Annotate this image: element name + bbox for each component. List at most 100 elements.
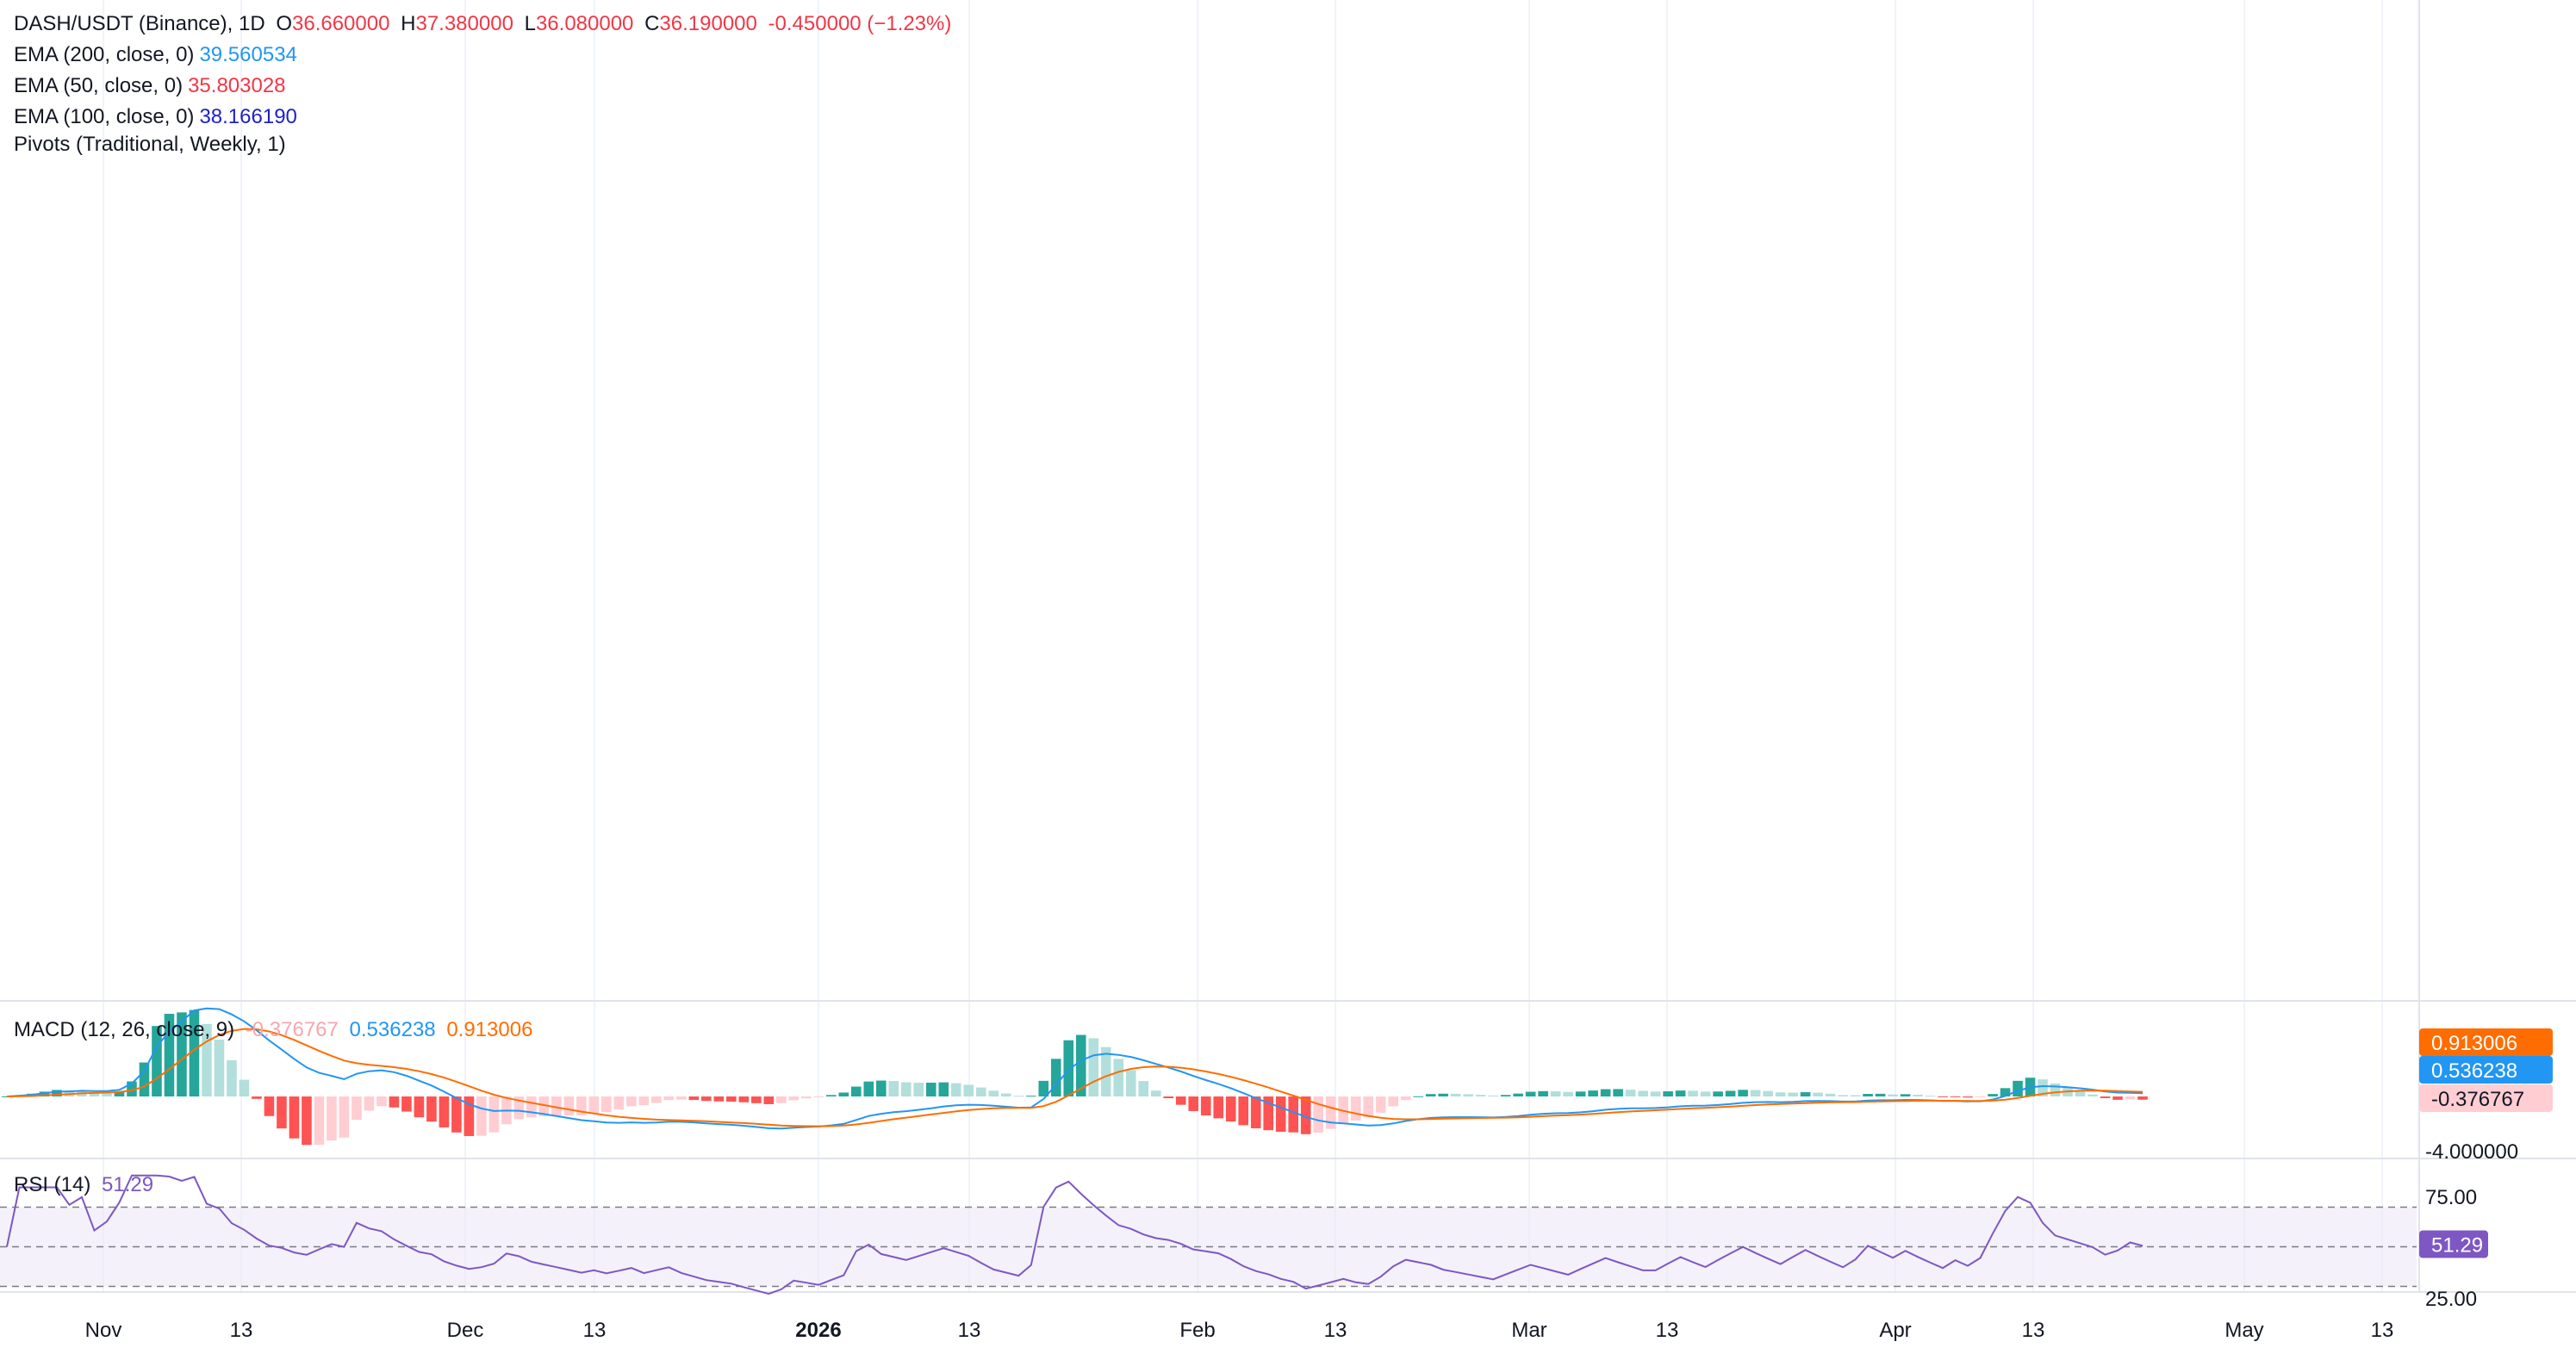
rsi-line (6, 1174, 2144, 1295)
low-label: L (524, 12, 536, 35)
macd-histogram-bar (1513, 1093, 1523, 1096)
macd-histogram-bar (252, 1096, 262, 1099)
macd-histogram-bar (1500, 1095, 1511, 1096)
ema100-value: 38.166190 (199, 105, 297, 128)
macd-badge: 0.536238 (2419, 1056, 2553, 1084)
macd-histogram-bar (202, 1023, 212, 1096)
macd-histogram-bar (1200, 1096, 1211, 1116)
macd-histogram-bar (663, 1096, 675, 1101)
macd-histogram-bar (2, 1096, 12, 1097)
macd-histogram-bar (626, 1096, 637, 1107)
ema200-legend[interactable]: EMA (200, close, 0) 39.560534 (14, 41, 302, 69)
rsi-axis-label: 25.00 (2425, 1288, 2477, 1311)
pivots-legend[interactable]: Pivots (Traditional, Weekly, 1) (14, 131, 291, 158)
time-axis-label: 13 (583, 1319, 607, 1342)
macd-histogram-bar (52, 1090, 62, 1096)
macd-histogram-bar (1375, 1096, 1386, 1113)
macd-histogram-bar (925, 1082, 936, 1096)
time-axis-label: 13 (230, 1319, 253, 1342)
macd-histogram-bar (1525, 1091, 1536, 1096)
ema100-legend[interactable]: EMA (100, close, 0) 38.166190 (14, 103, 302, 131)
macd-histogram-bar (114, 1091, 125, 1096)
macd-histogram-bar (726, 1096, 737, 1102)
macd-histogram-bar (1250, 1096, 1261, 1128)
macd-histogram-bar (1988, 1094, 1998, 1096)
macd-histogram-bar (1625, 1090, 1636, 1096)
macd-histogram-bar (1700, 1091, 1711, 1096)
macd-histogram-bar (1175, 1096, 1186, 1105)
macd-line (6, 1007, 2144, 1130)
macd-legend[interactable]: MACD (12, 26, close, 9) -0.376767 0.5362… (14, 1016, 538, 1044)
macd-histogram-bar (900, 1082, 912, 1096)
macd-histogram-bar (2137, 1096, 2148, 1100)
macd-histogram-bar (476, 1096, 487, 1136)
macd-histogram-bar (1763, 1090, 1773, 1096)
macd-histogram-bar (414, 1096, 425, 1118)
macd-histogram-bar (1563, 1091, 1573, 1096)
macd-histogram-bar (277, 1096, 287, 1129)
macd-histogram-bar (401, 1096, 412, 1112)
macd-histogram-bar (1550, 1090, 1561, 1096)
time-axis-label: May (2224, 1319, 2263, 1342)
macd-histogram-bar (1413, 1096, 1423, 1097)
macd-histogram-bar (563, 1096, 575, 1116)
macd-histogram-bar (1775, 1092, 1786, 1096)
macd-histogram-bar (1588, 1090, 1598, 1096)
macd-histogram-bar (1838, 1095, 1848, 1096)
macd-histogram-bar (1963, 1096, 1973, 1098)
close-value: 36.190000 (659, 12, 757, 35)
macd-histogram-bar (938, 1082, 949, 1096)
time-axis: Nov 13 Dec 13 2026 13 Feb 13 Mar 13 Apr 13 May 13 (85, 1319, 2394, 1342)
macd-histogram-bar (1425, 1094, 1436, 1096)
macd-histogram-bar (588, 1096, 600, 1114)
high-value: 37.380000 (415, 12, 513, 35)
macd-histogram-bar (1275, 1096, 1286, 1133)
symbol-legend[interactable]: DASH/USDT (Binance), 1D O36.660000 H37.3… (14, 10, 956, 38)
macd-histogram-bar (1225, 1096, 1236, 1122)
macd-histogram-bar (1788, 1092, 1798, 1096)
macd-histogram-bar (1650, 1091, 1661, 1096)
macd-signal-line (6, 1028, 2144, 1127)
macd-histogram-bar (738, 1096, 750, 1102)
macd-histogram-bar (1300, 1096, 1311, 1134)
time-axis-label: 13 (1656, 1319, 1679, 1342)
macd-histogram-bar (1663, 1091, 1673, 1096)
macd-histogram-bar (950, 1083, 961, 1096)
macd-histogram-bar (164, 1014, 175, 1096)
ema50-legend[interactable]: EMA (50, close, 0) 35.803028 (14, 72, 291, 100)
ema50-value: 35.803028 (188, 74, 286, 97)
macd-histogram-bar (464, 1096, 475, 1136)
macd-histogram-bar (1738, 1090, 1748, 1096)
macd-histogram-bar (913, 1083, 924, 1096)
macd-histogram-bar (239, 1079, 250, 1096)
macd-histogram-bar (177, 1012, 187, 1096)
macd-histogram-bar (1050, 1059, 1061, 1096)
macd-histogram-bar (813, 1096, 824, 1097)
rsi-badge: 51.29 (2419, 1230, 2488, 1258)
rsi-legend[interactable]: RSI (14) 51.29 (14, 1171, 159, 1199)
macd-histogram-bar (1238, 1096, 1249, 1126)
macd-histogram-bar (826, 1095, 837, 1096)
macd-histogram-bar (1088, 1038, 1099, 1096)
macd-histogram-bar (701, 1096, 712, 1102)
macd-histogram-bar (314, 1096, 325, 1146)
macd-histogram-bar (1125, 1070, 1136, 1096)
macd-histogram-bar (838, 1092, 849, 1096)
macd-pane: -4.000000 0.913006 0.536238 -0.376767 (2, 1007, 2553, 1164)
close-label: C (644, 12, 660, 35)
macd-histogram-bar (1150, 1090, 1161, 1096)
macd-histogram-bar (1113, 1059, 1124, 1096)
macd-histogram-bar (1075, 1034, 1086, 1096)
macd-histogram-bar (875, 1080, 887, 1096)
rsi-badge-bg (2419, 1230, 2488, 1258)
macd-histogram-bar (1675, 1090, 1686, 1096)
macd-histogram-bar (1363, 1096, 1373, 1118)
macd-histogram-bar (1450, 1093, 1461, 1096)
ema200-label: EMA (200, close, 0) (14, 43, 195, 66)
macd-histogram-bar (513, 1096, 525, 1120)
macd-histogram-bar (1900, 1094, 1911, 1096)
time-axis-label: 2026 (795, 1319, 841, 1342)
macd-histogram-bar (1038, 1080, 1049, 1096)
macd-histogram-bar (376, 1096, 387, 1107)
